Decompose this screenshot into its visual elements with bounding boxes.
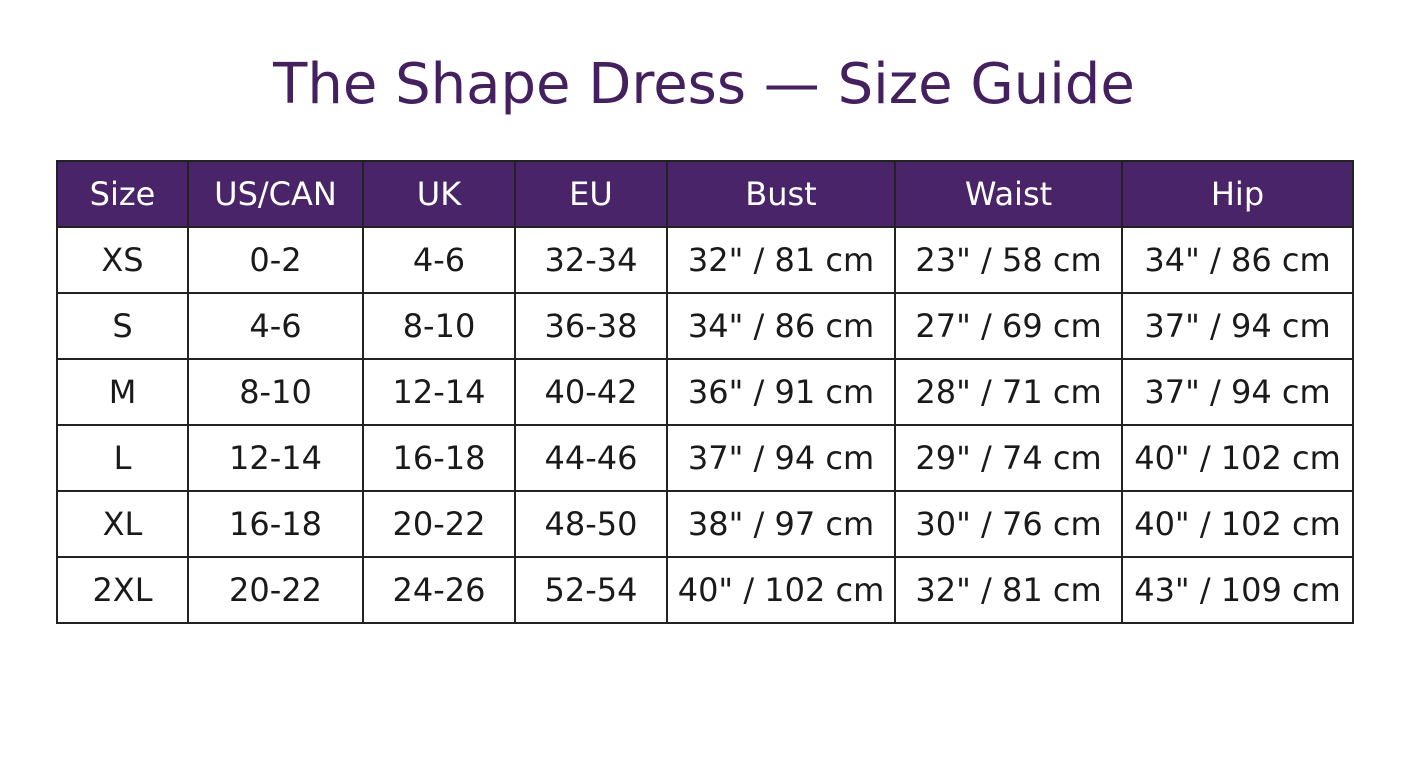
table-cell: 27" / 69 cm bbox=[894, 292, 1123, 360]
table-cell: 16-18 bbox=[187, 490, 364, 558]
table-cell: 48-50 bbox=[514, 490, 668, 558]
header-cell: UK bbox=[362, 160, 516, 228]
header-cell: Waist bbox=[894, 160, 1123, 228]
header-cell: Bust bbox=[666, 160, 896, 228]
table-cell: 8-10 bbox=[362, 292, 516, 360]
table-row: S 4-6 8-10 36-38 34" / 86 cm 27" / 69 cm 37" /… bbox=[56, 292, 1354, 360]
table-row: XS 0-2 4-6 32-34 32" / 81 cm 23" / 58 cm 34" /… bbox=[56, 226, 1354, 294]
table-row: L 12-14 16-18 44-46 37" / 94 cm 29" / 74 cm 40… bbox=[56, 424, 1354, 492]
table-cell: 16-18 bbox=[362, 424, 516, 492]
table-row: XL 16-18 20-22 48-50 38" / 97 cm 30" / 76 cm 4… bbox=[56, 490, 1354, 558]
table-cell: 32" / 81 cm bbox=[894, 556, 1123, 624]
table-cell: 40" / 102 cm bbox=[666, 556, 896, 624]
table-cell: 52-54 bbox=[514, 556, 668, 624]
table-cell: 32" / 81 cm bbox=[666, 226, 896, 294]
table-cell: 36" / 91 cm bbox=[666, 358, 896, 426]
table-cell: 30" / 76 cm bbox=[894, 490, 1123, 558]
table-cell: XL bbox=[56, 490, 189, 558]
table-cell: 23" / 58 cm bbox=[894, 226, 1123, 294]
table-cell: 28" / 71 cm bbox=[894, 358, 1123, 426]
size-table: Size US/CAN UK EU Bust Waist Hip XS 0-2 4-6 32-34… bbox=[56, 160, 1354, 624]
table-cell: 38" / 97 cm bbox=[666, 490, 896, 558]
table-cell: 34" / 86 cm bbox=[1121, 226, 1354, 294]
table-cell: 37" / 94 cm bbox=[1121, 292, 1354, 360]
table-cell: 32-34 bbox=[514, 226, 668, 294]
table-cell: XS bbox=[56, 226, 189, 294]
table-cell: 12-14 bbox=[362, 358, 516, 426]
table-cell: 37" / 94 cm bbox=[666, 424, 896, 492]
table-cell: 43" / 109 cm bbox=[1121, 556, 1354, 624]
table-cell: 36-38 bbox=[514, 292, 668, 360]
table-cell: 34" / 86 cm bbox=[666, 292, 896, 360]
table-cell: S bbox=[56, 292, 189, 360]
table-cell: 4-6 bbox=[187, 292, 364, 360]
table-cell: L bbox=[56, 424, 189, 492]
table-cell: 2XL bbox=[56, 556, 189, 624]
header-row: Size US/CAN UK EU Bust Waist Hip bbox=[56, 160, 1354, 228]
table-cell: 8-10 bbox=[187, 358, 364, 426]
table-row: M 8-10 12-14 40-42 36" / 91 cm 28" / 71 cm 37"… bbox=[56, 358, 1354, 426]
table-cell: 20-22 bbox=[362, 490, 516, 558]
table-cell: M bbox=[56, 358, 189, 426]
table-cell: 44-46 bbox=[514, 424, 668, 492]
table-cell: 24-26 bbox=[362, 556, 516, 624]
table-cell: 29" / 74 cm bbox=[894, 424, 1123, 492]
header-cell: EU bbox=[514, 160, 668, 228]
table-cell: 40-42 bbox=[514, 358, 668, 426]
table-cell: 40" / 102 cm bbox=[1121, 424, 1354, 492]
table-cell: 4-6 bbox=[362, 226, 516, 294]
header-cell: Hip bbox=[1121, 160, 1354, 228]
header-cell: Size bbox=[56, 160, 189, 228]
table-cell: 40" / 102 cm bbox=[1121, 490, 1354, 558]
header-cell: US/CAN bbox=[187, 160, 364, 228]
table-cell: 0-2 bbox=[187, 226, 364, 294]
table-cell: 12-14 bbox=[187, 424, 364, 492]
table-cell: 20-22 bbox=[187, 556, 364, 624]
table-row: 2XL 20-22 24-26 52-54 40" / 102 cm 32" / 81 c… bbox=[56, 556, 1354, 624]
title: The Shape Dress — Size Guide bbox=[273, 52, 1135, 117]
table-cell: 37" / 94 cm bbox=[1121, 358, 1354, 426]
